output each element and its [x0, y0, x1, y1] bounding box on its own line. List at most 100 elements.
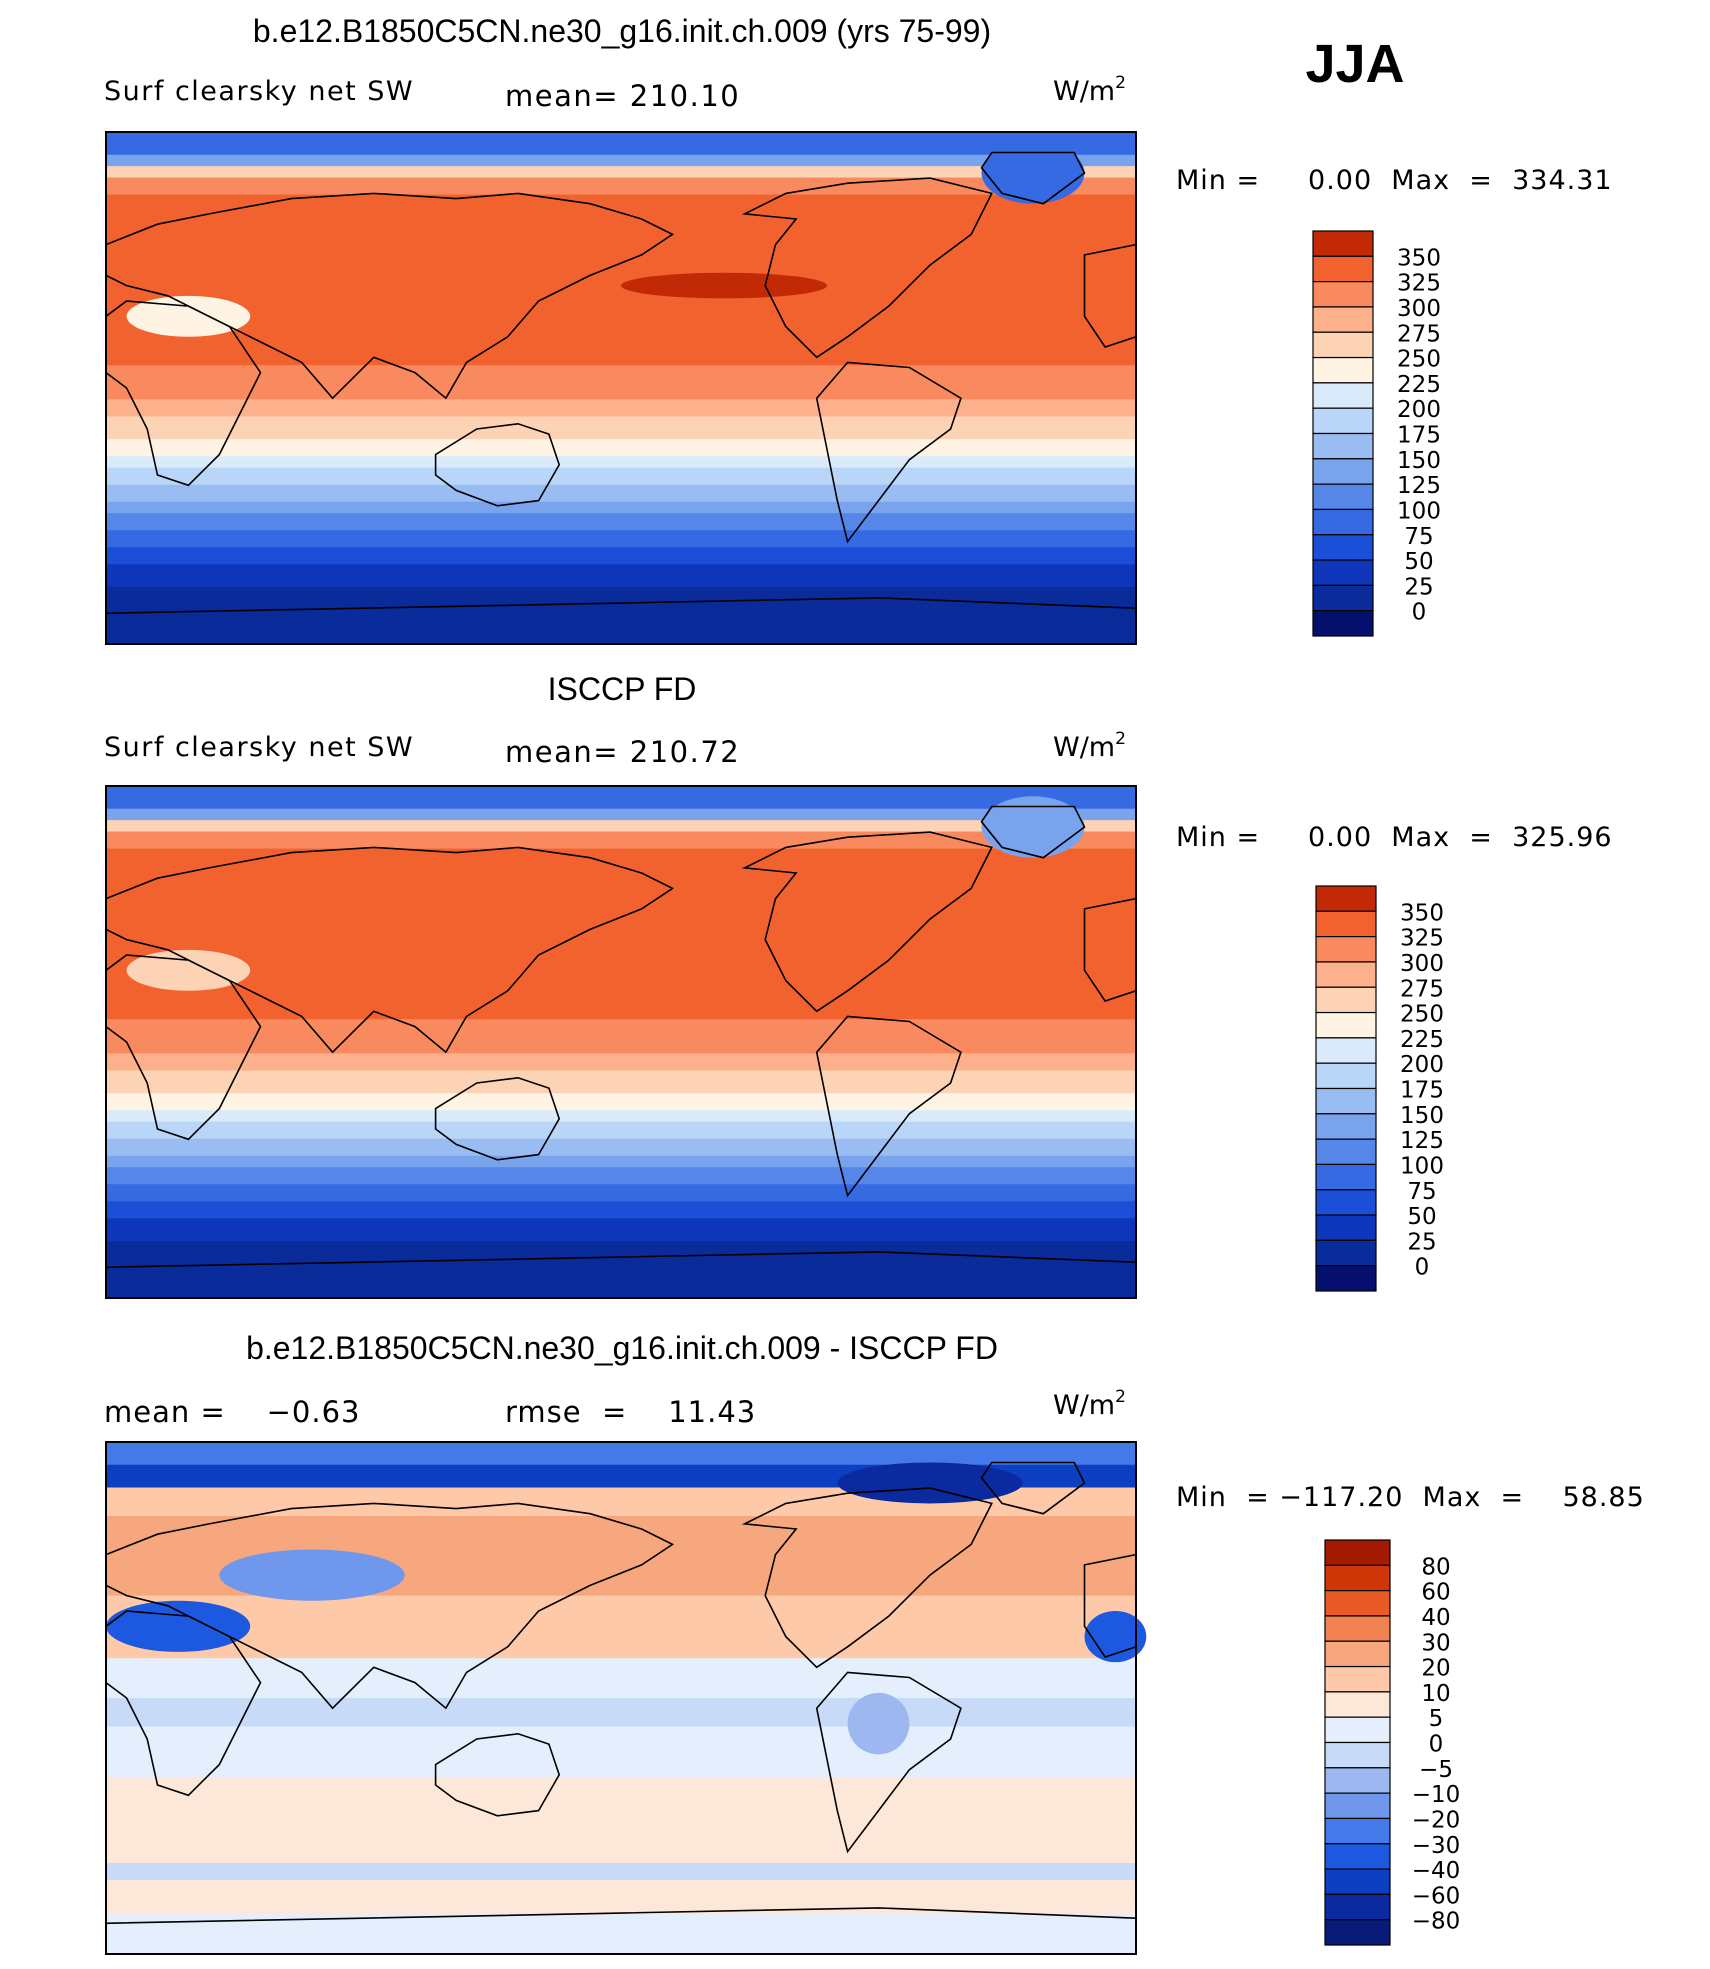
- map-latitude-band: [106, 1144, 1136, 1151]
- colorbar-tick-label: 175: [1397, 423, 1441, 449]
- map-latitude-band: [106, 1189, 1136, 1197]
- map-latitude-band: [106, 632, 1136, 639]
- colorbar-swatch: [1324, 1539, 1391, 1566]
- map-latitude-band: [106, 422, 1136, 429]
- colorbar-swatch: [1324, 1564, 1391, 1592]
- map-latitude-band: [106, 1504, 1136, 1511]
- colorbar-swatch: [1312, 559, 1374, 586]
- map-latitude-band: [106, 797, 1136, 804]
- map-latitude-band: [106, 1652, 1136, 1659]
- map-latitude-band: [106, 1195, 1136, 1202]
- map-latitude-band: [106, 1013, 1136, 1020]
- colorbar-tick-label: 30: [1421, 1630, 1450, 1656]
- map-latitude-band: [106, 1042, 1136, 1049]
- panel-model-map: [105, 131, 1137, 645]
- panel-diff-units: W/m2: [1053, 1387, 1126, 1421]
- colorbar-tick-label: 300: [1400, 951, 1444, 977]
- map-latitude-band: [106, 1618, 1136, 1625]
- colorbar-swatch: [1324, 1615, 1391, 1642]
- map-latitude-band: [106, 393, 1136, 400]
- map-latitude-band: [106, 1550, 1136, 1557]
- colorbar-tick-label: 50: [1407, 1204, 1436, 1230]
- colorbar-tick-label: 5: [1429, 1706, 1444, 1732]
- map-latitude-band: [106, 973, 1136, 981]
- map-latitude-band: [106, 1874, 1136, 1881]
- map-latitude-band: [106, 1093, 1136, 1100]
- map-latitude-band: [106, 1218, 1136, 1225]
- map-latitude-band: [106, 842, 1136, 850]
- map-latitude-band: [106, 1612, 1136, 1619]
- map-latitude-band: [106, 1669, 1136, 1676]
- map-latitude-band: [106, 1663, 1136, 1671]
- colorbar-tick-label: 25: [1404, 574, 1433, 600]
- map-latitude-band: [106, 1487, 1136, 1494]
- map-latitude-band: [106, 1686, 1136, 1693]
- map-latitude-band: [106, 348, 1136, 355]
- map-latitude-band: [106, 1521, 1136, 1528]
- colorbar-swatch: [1312, 584, 1374, 612]
- panel-obs-minmax: Min = 0.00 Max = 325.96: [1176, 822, 1613, 853]
- map-latitude-band: [106, 1606, 1136, 1614]
- map-latitude-band: [106, 1286, 1136, 1293]
- colorbar-tick-label: 75: [1404, 524, 1433, 550]
- map-latitude-band: [106, 234, 1136, 241]
- map-latitude-band: [106, 996, 1136, 1003]
- panel-obs-mean: mean= 210.72: [505, 735, 740, 769]
- map-latitude-band: [106, 1007, 1136, 1015]
- map-latitude-band: [106, 552, 1136, 560]
- map-latitude-band: [106, 609, 1136, 617]
- map-latitude-band: [106, 968, 1136, 975]
- panel-obs: ISCCP FD Surf clearsky net SW mean= 210.…: [104, 671, 1613, 1299]
- map-latitude-band: [106, 325, 1136, 332]
- map-latitude-band: [106, 922, 1136, 929]
- map-latitude-band: [106, 1715, 1136, 1722]
- colorbar-swatch: [1312, 432, 1374, 460]
- map-latitude-band: [106, 416, 1136, 423]
- map-latitude-band: [106, 854, 1136, 861]
- colorbar-swatch: [1324, 1817, 1391, 1845]
- colorbar-swatch: [1324, 1868, 1391, 1895]
- map-frame: [105, 785, 1137, 1299]
- colorbar-tick-label: 200: [1397, 397, 1441, 423]
- map-latitude-band: [106, 342, 1136, 349]
- colorbar-tick-label: 0: [1429, 1732, 1444, 1758]
- map-latitude-band: [106, 831, 1136, 838]
- map-latitude-band: [106, 1030, 1136, 1037]
- map-latitude-band: [106, 257, 1136, 264]
- colorbar-swatch: [1315, 1113, 1377, 1140]
- map-latitude-band: [106, 1121, 1136, 1128]
- map-latitude-band: [106, 547, 1136, 554]
- map-latitude-band: [106, 405, 1136, 412]
- map-latitude-band: [106, 279, 1136, 287]
- colorbar-tick-label: 25: [1407, 1229, 1436, 1255]
- map-latitude-band: [106, 501, 1136, 509]
- coastline: [105, 1461, 1137, 1925]
- map-latitude-band: [106, 1567, 1136, 1574]
- map-latitude-band: [106, 894, 1136, 901]
- map-latitude-band: [106, 945, 1136, 952]
- map-latitude-band: [106, 1675, 1136, 1682]
- map-latitude-band: [106, 1783, 1136, 1790]
- map-latitude-band: [106, 1897, 1136, 1904]
- map-latitude-band: [106, 592, 1136, 600]
- colorbar-swatch: [1315, 1189, 1377, 1216]
- map-feature: [126, 295, 251, 337]
- map-latitude-band: [106, 1914, 1136, 1921]
- map-latitude-band: [106, 1269, 1136, 1276]
- colorbar-tick-label: −30: [1412, 1833, 1461, 1859]
- colorbar-tick-label: 75: [1407, 1179, 1436, 1205]
- map-latitude-band: [106, 575, 1136, 583]
- colorbar-swatch: [1312, 534, 1374, 561]
- map-latitude-band: [106, 541, 1136, 548]
- map-latitude-band: [106, 1709, 1136, 1716]
- panel-diff-title: b.e12.B1850C5CN.ne30_g16.init.ch.009 - I…: [246, 1330, 998, 1366]
- map-latitude-band: [106, 939, 1136, 946]
- colorbar-tick-label: −20: [1412, 1807, 1461, 1833]
- colorbar-swatch: [1324, 1767, 1391, 1794]
- map-latitude-band: [106, 1823, 1136, 1830]
- colorbar-swatch: [1312, 508, 1374, 536]
- map-latitude-band: [106, 336, 1136, 344]
- map-latitude-band: [106, 154, 1136, 162]
- map-latitude-band: [106, 240, 1136, 247]
- map-latitude-band: [106, 467, 1136, 474]
